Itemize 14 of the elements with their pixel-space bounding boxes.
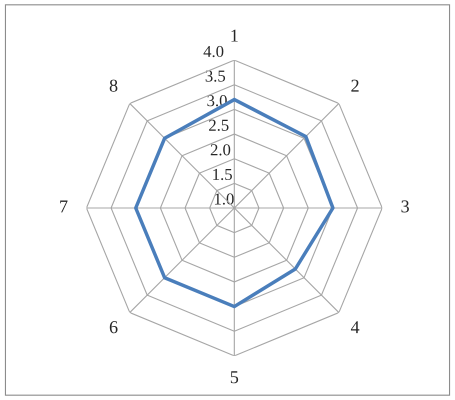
spoke-label: 4	[350, 321, 360, 334]
spoke-label: 6	[110, 321, 118, 334]
y-tick-label: 4.0	[204, 46, 224, 58]
spoke-label: 7	[60, 200, 68, 212]
spoke-label: 1	[231, 30, 238, 42]
y-tick-label: 2.5	[209, 120, 229, 131]
y-tick-label: 3.5	[206, 70, 226, 82]
y-tick-label: 1.5	[213, 168, 232, 180]
spoke-label: 5	[230, 371, 238, 384]
spoke-label: 2	[351, 80, 359, 92]
y-tick-label: 2.0	[210, 144, 230, 156]
spoke-label: 3	[401, 200, 409, 213]
y-tick-label: 1.0	[214, 193, 234, 205]
spoke-label: 8	[110, 80, 118, 92]
